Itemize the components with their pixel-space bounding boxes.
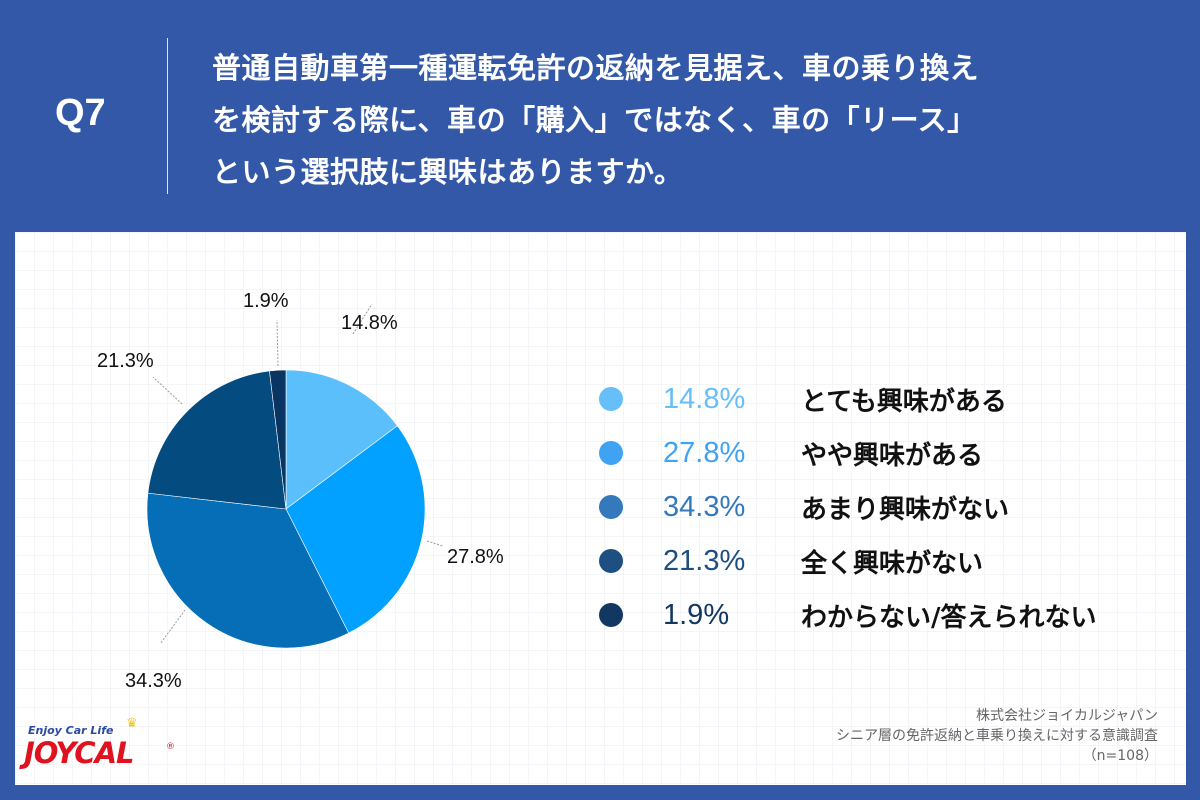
- chart-panel: 14.8% 27.8% 34.3% 21.3% 1.9% 14.8% とても興味…: [15, 232, 1186, 785]
- credit-survey: シニア層の免許返納と車乗り換えに対する意識調査: [836, 728, 1158, 744]
- source-credit: 株式会社ジョイカルジャパン シニア層の免許返納と車乗り換えに対する意識調査 （n…: [836, 706, 1158, 766]
- legend-item: 21.3% 全く興味がない: [585, 534, 1097, 588]
- legend-percent: 27.8%: [663, 436, 746, 469]
- legend-item: 27.8% やや興味がある: [585, 426, 1097, 480]
- credit-sample-size: （n=108）: [1082, 748, 1158, 764]
- legend-dot-icon: [599, 495, 623, 519]
- pie-label-unknown: 1.9%: [243, 290, 289, 312]
- question-number: Q7: [55, 92, 106, 134]
- legend-percent: 14.8%: [663, 382, 746, 415]
- question-line-3: という選択肢に興味はありますか。: [212, 155, 684, 189]
- credit-company: 株式会社ジョイカルジャパン: [976, 708, 1158, 724]
- legend-item: 1.9% わからない/答えられない: [585, 588, 1097, 642]
- logo-tagline: Enjoy Car Life: [28, 724, 114, 737]
- logo-brand: JOYCAL: [24, 736, 135, 770]
- question-line-2: を検討する際に、車の「購入」ではなく、車の「リース」: [212, 103, 977, 137]
- pie-label-not-interested: 21.3%: [97, 350, 154, 372]
- legend-label: 全く興味がない: [801, 548, 984, 579]
- leader-line-1: [352, 303, 373, 335]
- legend-item: 34.3% あまり興味がない: [585, 480, 1097, 534]
- pie-slice-not-very-interested: [146, 492, 350, 649]
- crown-icon: ♛: [126, 716, 138, 731]
- question-text: 普通自動車第一種運転免許の返納を見据え、車の乗り換え を検討する際に、車の「購入…: [212, 42, 1172, 198]
- legend-label: あまり興味がない: [801, 494, 1010, 525]
- legend-item: 14.8% とても興味がある: [585, 372, 1097, 426]
- registered-mark: ®: [166, 742, 175, 752]
- legend-percent: 21.3%: [663, 544, 746, 577]
- pie-label-very-interested: 14.8%: [341, 312, 398, 334]
- legend-label: やや興味がある: [801, 440, 984, 471]
- pie-slices: [146, 369, 426, 649]
- question-header: Q7 普通自動車第一種運転免許の返納を見据え、車の乗り換え を検討する際に、車の…: [0, 0, 1200, 232]
- legend-label: とても興味がある: [801, 386, 1007, 417]
- legend-dot-icon: [599, 387, 623, 411]
- pie-label-not-very-interested: 34.3%: [125, 670, 182, 692]
- pie-chart: [146, 303, 444, 649]
- leader-line-2: [426, 540, 444, 547]
- leader-lines: [152, 303, 444, 645]
- leader-line-5: [276, 319, 279, 367]
- legend-percent: 34.3%: [663, 490, 746, 523]
- legend-percent: 1.9%: [663, 598, 730, 631]
- pie-label-somewhat-interested: 27.8%: [447, 546, 504, 568]
- question-line-1: 普通自動車第一種運転免許の返納を見据え、車の乗り換え: [212, 51, 980, 85]
- chart-legend: 14.8% とても興味がある 27.8% やや興味がある 34.3% あまり興味…: [585, 372, 1097, 642]
- legend-dot-icon: [599, 549, 623, 573]
- legend-dot-icon: [599, 603, 623, 627]
- leader-line-4: [152, 376, 183, 405]
- pie-slice-somewhat-interested: [285, 425, 426, 634]
- pie-slice-very-interested: [285, 369, 398, 510]
- joycal-logo: Enjoy Car Life ♛ JOYCAL ®: [20, 716, 180, 774]
- leader-line-3: [159, 609, 186, 645]
- legend-label: わからない/答えられない: [801, 602, 1097, 633]
- pie-slice-unknown: [269, 369, 287, 510]
- pie-slice-not-interested: [147, 370, 287, 510]
- header-divider: [167, 38, 168, 194]
- legend-dot-icon: [599, 441, 623, 465]
